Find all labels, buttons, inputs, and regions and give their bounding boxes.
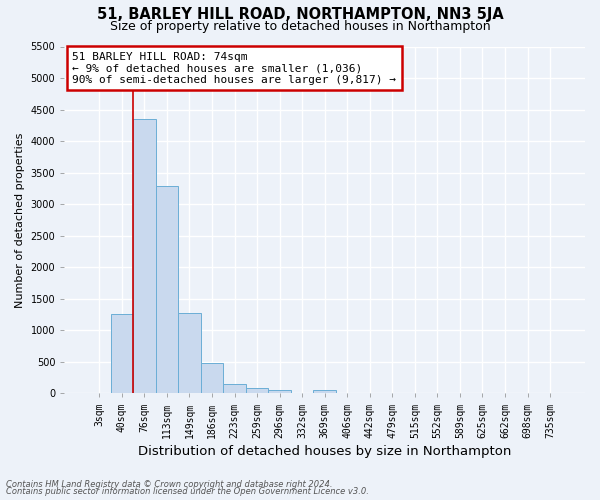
Text: 51 BARLEY HILL ROAD: 74sqm
← 9% of detached houses are smaller (1,036)
90% of se: 51 BARLEY HILL ROAD: 74sqm ← 9% of detac… [72,52,396,85]
Bar [110,314,133,394]
Text: Contains HM Land Registry data © Crown copyright and database right 2024.: Contains HM Land Registry data © Crown c… [6,480,332,489]
Text: 51, BARLEY HILL ROAD, NORTHAMPTON, NN3 5JA: 51, BARLEY HILL ROAD, NORTHAMPTON, NN3 5… [97,8,503,22]
Bar [313,390,336,394]
Bar [223,384,246,394]
Bar [268,390,291,394]
Text: Size of property relative to detached houses in Northampton: Size of property relative to detached ho… [110,20,490,33]
Bar [155,186,178,394]
Y-axis label: Number of detached properties: Number of detached properties [15,132,25,308]
X-axis label: Distribution of detached houses by size in Northampton: Distribution of detached houses by size … [138,444,511,458]
Bar [178,312,200,394]
Bar [200,363,223,394]
Bar [133,119,155,394]
Bar [246,388,268,394]
Text: Contains public sector information licensed under the Open Government Licence v3: Contains public sector information licen… [6,487,369,496]
